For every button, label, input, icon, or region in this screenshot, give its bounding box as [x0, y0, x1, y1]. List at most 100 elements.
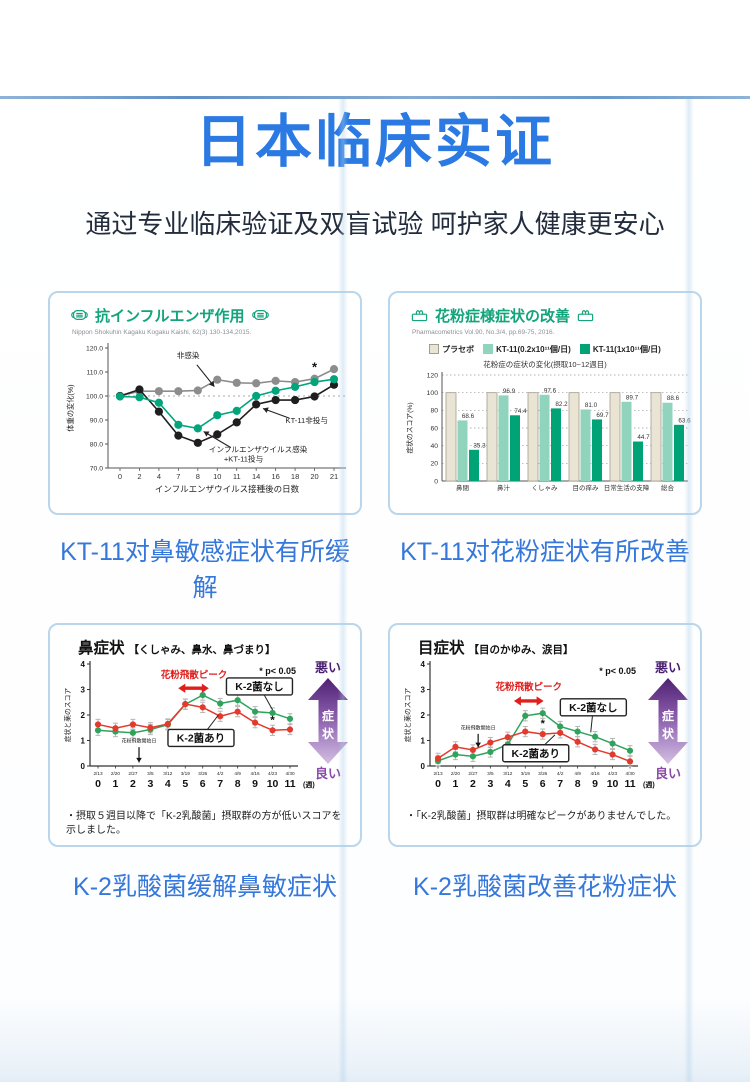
legend-item-placebo: プラセボ [429, 344, 474, 355]
svg-text:+KT-11投与: +KT-11投与 [224, 453, 263, 463]
svg-text:4/9: 4/9 [234, 771, 241, 776]
svg-text:68.6: 68.6 [462, 413, 475, 420]
svg-text:69.7: 69.7 [596, 412, 609, 419]
svg-text:120.0: 120.0 [86, 345, 103, 352]
svg-text:花粉飛散開始日: 花粉飛散開始日 [122, 738, 157, 745]
svg-text:状: 状 [322, 726, 335, 741]
symptom-title-sub: 【くしゃみ、鼻水、鼻づまり】 [128, 644, 276, 656]
caption-kt11-nose: KT-11对鼻敏感症状有所缓解 [60, 538, 350, 602]
svg-text:目の痒み: 目の痒み [573, 483, 600, 492]
svg-text:鼻閉: 鼻閉 [456, 483, 469, 492]
svg-text:110.0: 110.0 [86, 369, 103, 376]
svg-text:4: 4 [165, 778, 171, 790]
svg-text:4/16: 4/16 [591, 771, 601, 776]
symptom-title-main: 鼻症状 [78, 640, 125, 657]
svg-text:4/23: 4/23 [268, 771, 278, 776]
svg-text:K-2菌あり: K-2菌あり [512, 747, 560, 760]
svg-text:4/9: 4/9 [574, 771, 581, 776]
symptom-title-eye: 目症状 【目のかゆみ、涙目】 [402, 636, 688, 658]
svg-text:4: 4 [505, 778, 511, 790]
svg-text:花粉飛散ピーク: 花粉飛散ピーク [496, 681, 563, 693]
svg-text:1: 1 [81, 736, 86, 745]
svg-text:症: 症 [322, 708, 334, 723]
svg-text:2: 2 [470, 778, 476, 790]
svg-text:11: 11 [233, 472, 241, 481]
symptom-title-nasal: 鼻症状 【くしゃみ、鼻水、鼻づまり】 [62, 636, 348, 658]
caption-kt11-pollen: KT-11对花粉症状有所改善 [400, 538, 690, 566]
svg-text:60: 60 [430, 425, 438, 432]
svg-text:KT-11非投与: KT-11非投与 [286, 415, 328, 425]
nasal-chart-note: ・摂取５週目以降で「K-2乳酸菌」摂取群の方が低いスコアを示しました。 [66, 811, 342, 836]
svg-text:89.7: 89.7 [626, 394, 639, 401]
svg-text:0: 0 [435, 778, 441, 790]
svg-text:70.0: 70.0 [90, 465, 103, 472]
svg-text:* p< 0.05: * p< 0.05 [259, 666, 296, 676]
svg-text:90.0: 90.0 [90, 417, 103, 424]
svg-text:97.6: 97.6 [544, 387, 557, 394]
svg-text:3: 3 [487, 778, 493, 790]
svg-text:1: 1 [113, 778, 119, 790]
caption-row-2: K-2乳酸菌缓解鼻敏症状 K-2乳酸菌改善花粉症状 [48, 847, 702, 921]
svg-text:K-2菌なし: K-2菌なし [235, 680, 283, 693]
svg-text:2: 2 [421, 711, 426, 720]
svg-text:インフルエンザウイルス接種後の日数: インフルエンザウイルス接種後の日数 [155, 484, 300, 494]
svg-text:* p< 0.05: * p< 0.05 [599, 666, 636, 676]
svg-text:2: 2 [137, 472, 141, 481]
svg-text:96.9: 96.9 [503, 388, 516, 395]
svg-text:*: * [270, 715, 275, 727]
svg-text:8: 8 [575, 778, 581, 790]
svg-text:0: 0 [434, 478, 438, 485]
card-eye-symptoms: 目症状 【目のかゆみ、涙目】 0 1 2 3 4 症状と薬のスコア 2/13 2/20 2/27… [388, 623, 702, 847]
svg-text:3/26: 3/26 [538, 771, 548, 776]
eye-chart-note: ・「K-2乳酸菌」摂取群は明確なピークがありませんでした。 [406, 811, 677, 822]
svg-text:44.7: 44.7 [637, 434, 650, 441]
svg-text:88.6: 88.6 [667, 395, 680, 402]
card-influenza: 抗インフルエンザ作用 Nippon Shokuhin Kagaku Kogaku… [48, 291, 362, 515]
svg-text:120: 120 [427, 372, 439, 379]
chart-legend: プラセボ KT-11(0.2x10¹¹個/日) KT-11(1x10¹¹個/日) [402, 342, 688, 356]
svg-text:症状のスコア(%): 症状のスコア(%) [405, 402, 414, 453]
svg-text:4/30: 4/30 [285, 771, 295, 776]
svg-text:2: 2 [130, 778, 136, 790]
svg-text:1: 1 [453, 778, 459, 790]
svg-text:20: 20 [310, 472, 318, 481]
panel-source: Pharmacometrics Vol.90, No.3/4, pp.69-75… [412, 329, 555, 336]
svg-text:5: 5 [522, 778, 528, 790]
svg-text:症: 症 [662, 708, 674, 723]
caption-k2-pollen: K-2乳酸菌改善花粉症状 [413, 873, 677, 901]
caption-row-1: KT-11对鼻敏感症状有所缓解 KT-11对花粉症状有所改善 [48, 515, 702, 622]
svg-text:4/16: 4/16 [251, 771, 261, 776]
symptom-title-sub: 【目のかゆみ、涙目】 [468, 644, 574, 656]
svg-text:80: 80 [430, 408, 438, 415]
svg-text:9: 9 [592, 778, 598, 790]
svg-text:2/27: 2/27 [128, 771, 138, 776]
svg-text:3/5: 3/5 [487, 771, 494, 776]
card-nasal-symptoms: 鼻症状 【くしゃみ、鼻水、鼻づまり】 0 1 2 3 4 症状と薬のスコア 2/13 2/20… [48, 623, 362, 847]
legend-item-kt11-low: KT-11(0.2x10¹¹個/日) [483, 344, 571, 355]
panel-source: Nippon Shokuhin Kagaku Kogaku Kaishi, 62… [72, 329, 252, 336]
cards-row-2: 鼻症状 【くしゃみ、鼻水、鼻づまり】 0 1 2 3 4 症状と薬のスコア 2/13 2/20… [48, 623, 702, 847]
svg-text:10: 10 [607, 778, 619, 790]
svg-text:7: 7 [557, 778, 563, 790]
svg-text:11: 11 [624, 778, 635, 790]
svg-text:4: 4 [157, 472, 161, 481]
mask-icon [71, 310, 88, 320]
svg-text:4: 4 [421, 660, 426, 669]
svg-text:体重の変化(%): 体重の変化(%) [66, 384, 75, 431]
svg-text:(週): (週) [643, 780, 655, 789]
svg-text:18: 18 [291, 472, 299, 481]
svg-text:81.0: 81.0 [585, 402, 598, 409]
svg-text:80.0: 80.0 [90, 441, 103, 448]
svg-text:6: 6 [200, 778, 206, 790]
svg-text:63.6: 63.6 [678, 417, 691, 424]
svg-text:3: 3 [147, 778, 153, 790]
svg-text:3/12: 3/12 [163, 771, 173, 776]
svg-text:3/12: 3/12 [503, 771, 513, 776]
svg-text:悪い: 悪い [655, 660, 681, 675]
svg-text:鼻汁: 鼻汁 [497, 483, 511, 492]
svg-text:0: 0 [118, 472, 122, 481]
svg-text:3/19: 3/19 [521, 771, 531, 776]
svg-text:7: 7 [217, 778, 223, 790]
svg-text:くしゃみ: くしゃみ [532, 484, 559, 492]
svg-text:20: 20 [430, 461, 438, 468]
